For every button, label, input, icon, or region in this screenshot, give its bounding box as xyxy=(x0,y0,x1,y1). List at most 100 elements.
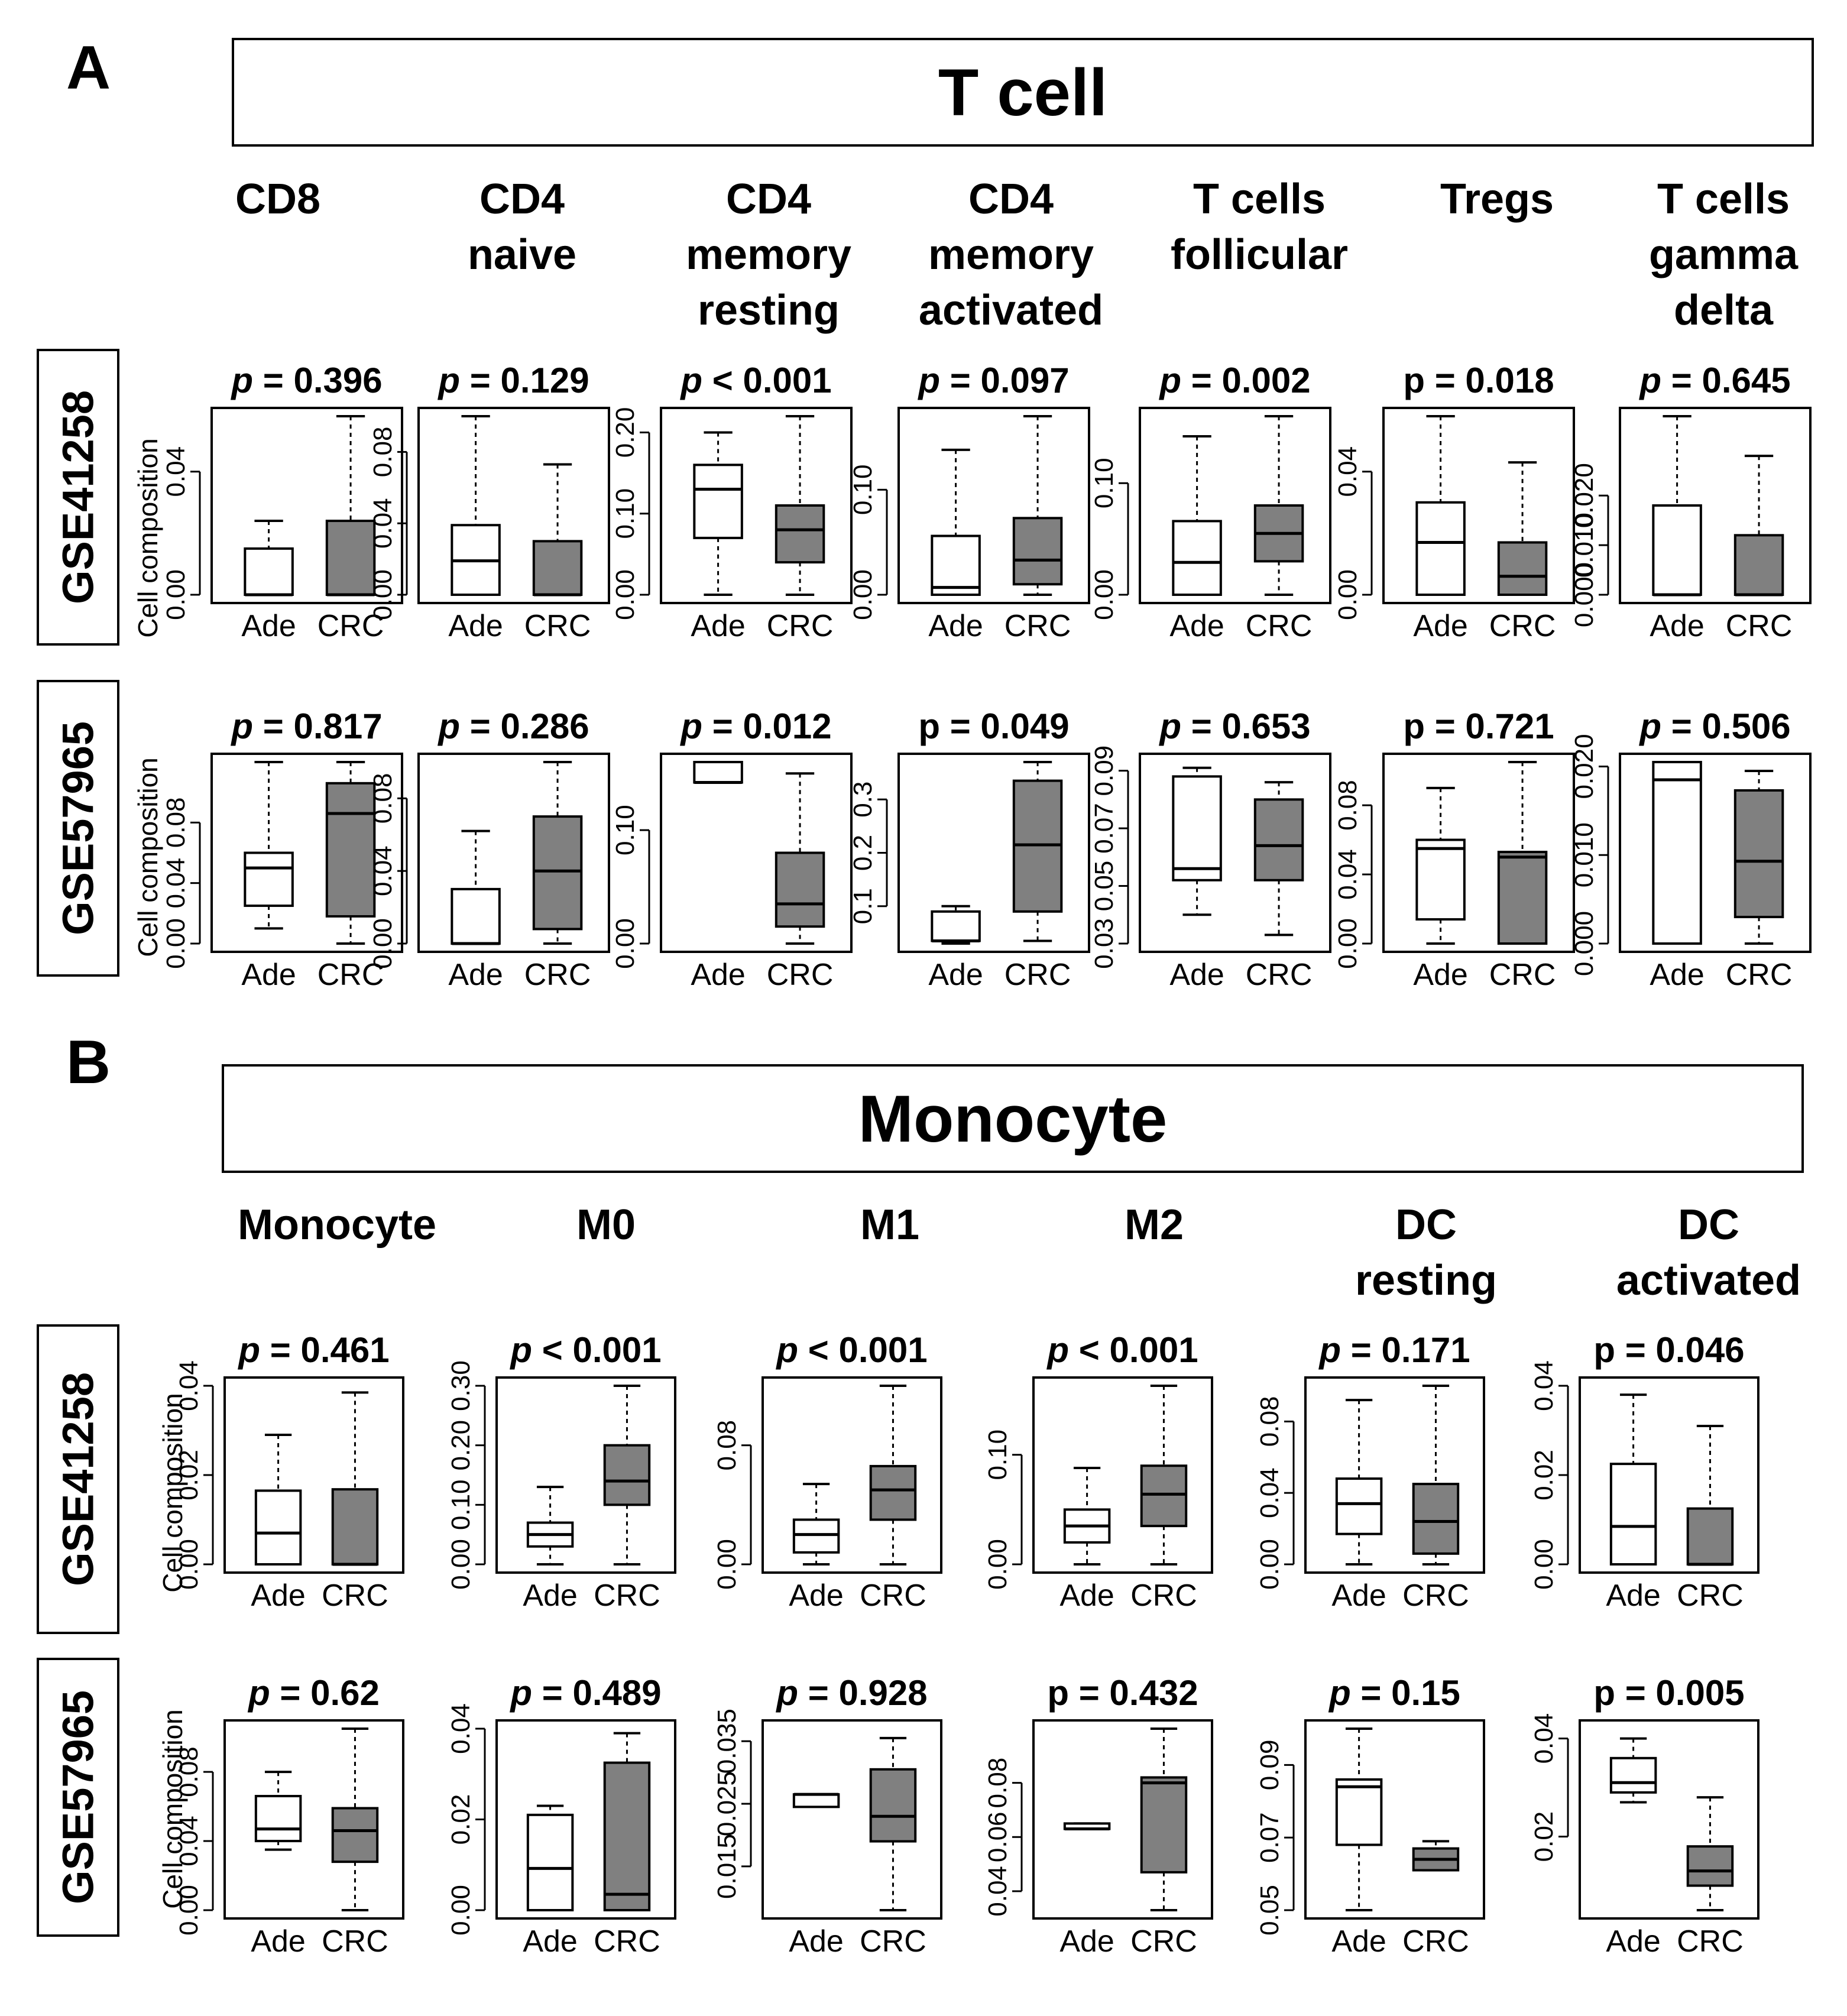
boxplot-A-GSE41258-0: p = 0.396 0.00 0.04 Ade CRC xyxy=(161,361,403,643)
y-tick-label: 0.00 xyxy=(611,918,640,969)
y-tick-label: 0.20 xyxy=(446,1420,475,1471)
section-title-monocyte: Monocyte xyxy=(222,1064,1804,1173)
boxplot-A-GSE41258-5: p = 0.018 0.00 0.04 Ade CRC xyxy=(1333,361,1575,643)
y-tick-label: 0.000 xyxy=(1570,562,1599,627)
y-tick-label: 0.04 xyxy=(1333,849,1362,900)
p-value: p = 0.046 xyxy=(1593,1330,1744,1370)
x-tick-label: CRC xyxy=(1246,609,1313,643)
p-value: = 0.396 xyxy=(263,361,383,400)
boxplot-A-GSE41258-3: p = 0.097 0.00 0.10 Ade CRC xyxy=(848,361,1090,643)
x-tick-label: CRC xyxy=(1004,609,1071,643)
p-value: = 0.506 xyxy=(1671,706,1791,746)
p-value: = 0.653 xyxy=(1191,706,1311,746)
x-tick-label: Ade xyxy=(1413,958,1468,992)
p-symbol: p xyxy=(1318,1330,1350,1370)
y-tick-label: 0.10 xyxy=(1090,458,1119,508)
iqr-box xyxy=(1172,520,1222,596)
y-tick-label: 0.08 xyxy=(712,1420,741,1471)
y-tick-label: 0.08 xyxy=(368,427,397,478)
x-tick-label: Ade xyxy=(523,1924,578,1959)
y-tick-label: 0.04 xyxy=(174,1816,203,1866)
box-ade xyxy=(1335,1727,1383,1911)
x-tick-label: CRC xyxy=(1489,958,1556,992)
y-tick-label: 0.30 xyxy=(446,1360,475,1411)
x-tick-label: CRC xyxy=(594,1924,660,1959)
plot-frame xyxy=(210,753,403,953)
p-value: = 0.171 xyxy=(1351,1330,1470,1370)
iqr-box xyxy=(1412,1483,1460,1555)
y-tick-label: 0.20 xyxy=(611,407,640,458)
p-value: = 0.645 xyxy=(1671,361,1791,400)
p-value-label: p = 0.097 xyxy=(917,361,1069,400)
x-tick-label: CRC xyxy=(322,1924,388,1959)
p-value-label: p = 0.62 xyxy=(247,1673,380,1713)
iqr-box xyxy=(1733,789,1784,919)
iqr-box xyxy=(451,887,501,945)
p-value: < 0.001 xyxy=(808,1330,928,1370)
y-tick-label: 0.09 xyxy=(1255,1740,1284,1791)
boxplot-A-GSE41258-4: p = 0.002 0.00 0.10 Ade CRC xyxy=(1090,361,1331,643)
iqr-box xyxy=(254,1795,302,1843)
box-ade xyxy=(526,1804,574,1911)
p-symbol: p xyxy=(1638,706,1671,746)
y-tick-label: 0.00 xyxy=(1090,569,1119,620)
dataset-label-a-gse41258: GSE41258 xyxy=(37,349,119,646)
p-value-label: p = 0.046 xyxy=(1593,1330,1744,1370)
box-ade xyxy=(1335,1399,1383,1566)
x-tick-label: Ade xyxy=(448,609,503,643)
box-crc xyxy=(532,463,583,597)
p-value: = 0.62 xyxy=(280,1673,380,1713)
boxplot-A-GSE57965-13: p = 0.506 0.000 0.010 0.020 Ade CRC xyxy=(1570,706,1812,992)
y-tick-label: 0.06 xyxy=(983,1811,1012,1862)
p-symbol: p xyxy=(775,1673,808,1713)
cell-type-title: M0 xyxy=(576,1201,636,1249)
box-ade xyxy=(1415,786,1466,945)
iqr-box xyxy=(532,540,583,597)
y-tick-label: 0.10 xyxy=(611,488,640,539)
y-tick-label: 0.04 xyxy=(1530,1713,1558,1764)
y-tick-label: 0.020 xyxy=(1570,734,1599,799)
x-tick-label: Ade xyxy=(241,609,296,643)
y-tick-label: 0.07 xyxy=(1255,1812,1284,1863)
p-value: < 0.001 xyxy=(542,1330,662,1370)
boxplot-A-GSE41258-1: p = 0.129 0.00 0.04 0.08 Ade CRC xyxy=(368,361,610,643)
x-tick-label: Ade xyxy=(1331,1579,1386,1613)
y-tick-label: 0.04 xyxy=(1530,1360,1558,1411)
cell-type-title: CD4 memory activated xyxy=(918,176,1104,334)
y-tick-label: 0.00 xyxy=(161,569,190,620)
x-tick-label: Ade xyxy=(1650,609,1705,643)
iqr-box xyxy=(1253,798,1304,881)
iqr-box xyxy=(1012,517,1063,586)
boxplot-B-GSE41258-18: p = 0.171 0.00 0.04 0.08 Ade CRC xyxy=(1255,1330,1485,1613)
box-crc xyxy=(1686,1796,1734,1911)
panel-letter-a: A xyxy=(66,34,111,102)
boxplot-B-GSE57965-23: p = 0.432 0.04 0.06 0.08 Ade CRC xyxy=(983,1673,1213,1959)
y-tick-label: 0.02 xyxy=(1530,1811,1558,1862)
iqr-box xyxy=(931,910,981,942)
x-tick-label: CRC xyxy=(1726,609,1793,643)
x-tick-label: Ade xyxy=(928,958,983,992)
iqr-box xyxy=(331,1488,379,1566)
iqr-box xyxy=(1609,1463,1657,1566)
box-ade xyxy=(254,1434,302,1566)
boxplot-B-GSE57965-20: p = 0.62 0.00 0.04 0.08 Ade CRC xyxy=(174,1673,404,1959)
box-crc xyxy=(1412,1840,1460,1872)
iqr-box xyxy=(1140,1776,1188,1874)
p-value: = 0.286 xyxy=(470,706,589,746)
plot-frame xyxy=(1304,1376,1485,1574)
boxplot-A-GSE57965-7: p = 0.817 0.00 0.04 0.08 Ade CRC xyxy=(161,706,403,992)
iqr-box xyxy=(1140,1464,1188,1528)
p-value-label: p < 0.001 xyxy=(679,361,831,400)
x-tick-label: CRC xyxy=(1130,1579,1197,1613)
p-value: = 0.15 xyxy=(1360,1673,1460,1713)
panel-letter-b: B xyxy=(66,1028,111,1097)
box-crc xyxy=(603,1385,651,1566)
x-tick-label: CRC xyxy=(1677,1579,1744,1613)
x-tick-label: Ade xyxy=(448,958,503,992)
y-tick-label: 0.08 xyxy=(983,1758,1012,1808)
y-tick-label: 0.08 xyxy=(1333,780,1362,831)
x-tick-label: Ade xyxy=(1606,1924,1661,1959)
p-value-label: p = 0.129 xyxy=(437,361,589,400)
